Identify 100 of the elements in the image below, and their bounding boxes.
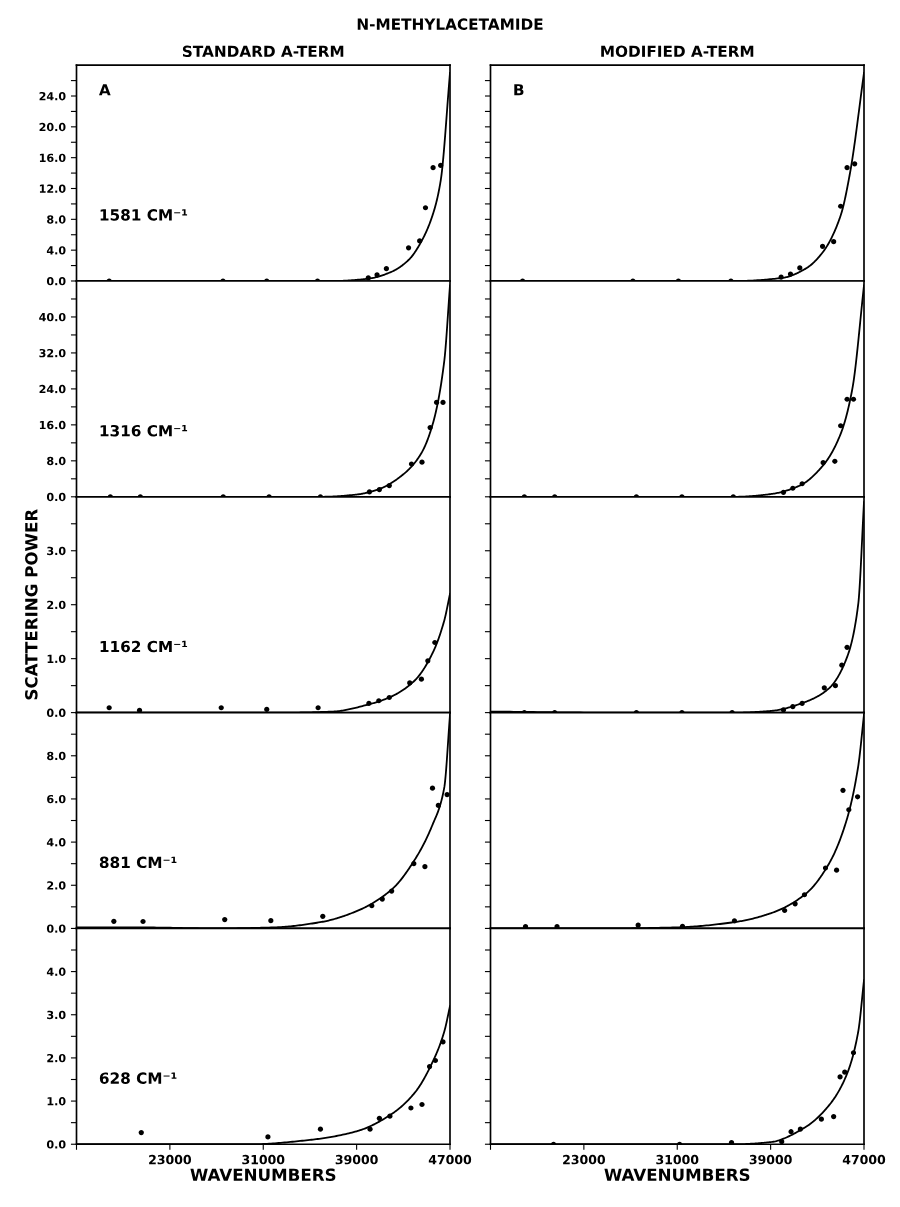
point <box>376 487 382 493</box>
point <box>790 485 796 491</box>
point <box>432 1057 439 1064</box>
point <box>386 482 392 489</box>
point <box>818 1116 824 1122</box>
point <box>522 924 529 929</box>
y-tick-label: 32.0 <box>39 348 66 358</box>
point <box>376 1115 382 1121</box>
point <box>846 807 852 813</box>
point <box>433 399 440 405</box>
point <box>315 705 321 711</box>
point <box>111 918 117 924</box>
point <box>374 272 380 278</box>
y-tick-label: 0.0 <box>46 1140 66 1149</box>
point <box>383 266 389 272</box>
point <box>635 922 641 928</box>
annotation: 1316 CM⁻¹ <box>100 424 188 437</box>
y-tick-label: 0.0 <box>46 708 66 717</box>
y-tick-label: 0.0 <box>46 492 66 502</box>
point <box>778 274 784 280</box>
y-tick-label: 8.0 <box>47 215 66 224</box>
annotation: A <box>98 84 111 96</box>
point <box>408 461 415 467</box>
point <box>838 203 844 209</box>
point <box>444 792 450 798</box>
point <box>832 683 838 689</box>
point <box>140 918 146 925</box>
y-tick-label: 40.0 <box>39 312 66 322</box>
point <box>435 802 441 809</box>
point <box>422 205 429 211</box>
point <box>731 918 738 924</box>
point <box>418 676 424 682</box>
point <box>365 275 371 281</box>
point <box>844 165 850 171</box>
point <box>850 1050 857 1056</box>
point <box>790 704 796 710</box>
y-tick-label: 3.0 <box>47 546 66 556</box>
y-tick-label: 24.0 <box>39 91 66 101</box>
point <box>440 1039 446 1045</box>
point <box>264 706 270 712</box>
point <box>366 700 372 707</box>
point <box>317 1126 324 1132</box>
point <box>819 243 826 249</box>
point <box>799 481 805 487</box>
point <box>837 1074 843 1080</box>
point <box>799 700 805 707</box>
point <box>268 918 274 924</box>
y-axis-title: SCATTERING POWER <box>25 509 38 700</box>
point <box>844 644 850 650</box>
point <box>854 794 861 800</box>
annotation: 881 CM⁻¹ <box>99 856 177 869</box>
point <box>222 916 228 923</box>
point <box>367 1126 373 1132</box>
x-axis-title: WAVENUMBERS <box>604 1168 750 1182</box>
point <box>780 489 787 495</box>
point <box>797 1126 803 1132</box>
point <box>425 658 431 664</box>
x-tick-label: 47000 <box>842 1154 886 1165</box>
point <box>265 1134 271 1140</box>
y-tick-label: 20.0 <box>39 122 66 132</box>
point <box>366 489 373 495</box>
x-tick-label: 23000 <box>149 1154 192 1165</box>
point <box>801 892 808 898</box>
point <box>831 239 837 245</box>
point <box>387 1113 393 1119</box>
point <box>429 785 436 791</box>
point <box>440 399 446 405</box>
x-axis-title: WAVENUMBERS <box>190 1168 336 1182</box>
point <box>820 460 826 466</box>
point <box>831 1114 837 1120</box>
chart-subtitle: STANDARD A-TERM <box>182 45 344 58</box>
point <box>780 707 787 713</box>
y-tick-label: 16.0 <box>39 420 66 430</box>
y-tick-label: 1.0 <box>47 654 66 664</box>
point <box>852 161 858 167</box>
y-tick-label: 1.0 <box>47 1097 66 1106</box>
y-tick-label: 2.0 <box>47 1053 66 1063</box>
point <box>833 867 840 873</box>
x-tick-label: 23000 <box>563 1154 606 1165</box>
x-tick-label: 31000 <box>242 1154 285 1165</box>
point <box>844 396 850 402</box>
y-tick-label: 2.0 <box>47 881 66 890</box>
point <box>138 1129 144 1136</box>
point <box>787 271 794 277</box>
point <box>427 424 433 431</box>
y-tick-label: 24.0 <box>39 384 66 394</box>
point <box>369 903 375 909</box>
point <box>430 165 436 171</box>
y-tick-label: 0.0 <box>46 924 66 933</box>
y-tick-label: 4.0 <box>46 838 66 847</box>
point <box>379 896 385 902</box>
point <box>838 423 844 429</box>
chart-title: N-METHYLACETAMIDE <box>357 18 543 30</box>
point <box>792 901 798 907</box>
point <box>386 694 392 701</box>
point <box>788 1129 794 1135</box>
point <box>405 245 412 251</box>
point <box>218 705 224 711</box>
point <box>417 238 423 244</box>
point <box>432 639 438 646</box>
